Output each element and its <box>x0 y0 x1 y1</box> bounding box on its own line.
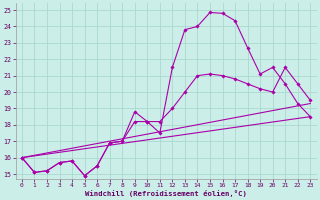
X-axis label: Windchill (Refroidissement éolien,°C): Windchill (Refroidissement éolien,°C) <box>85 190 247 197</box>
